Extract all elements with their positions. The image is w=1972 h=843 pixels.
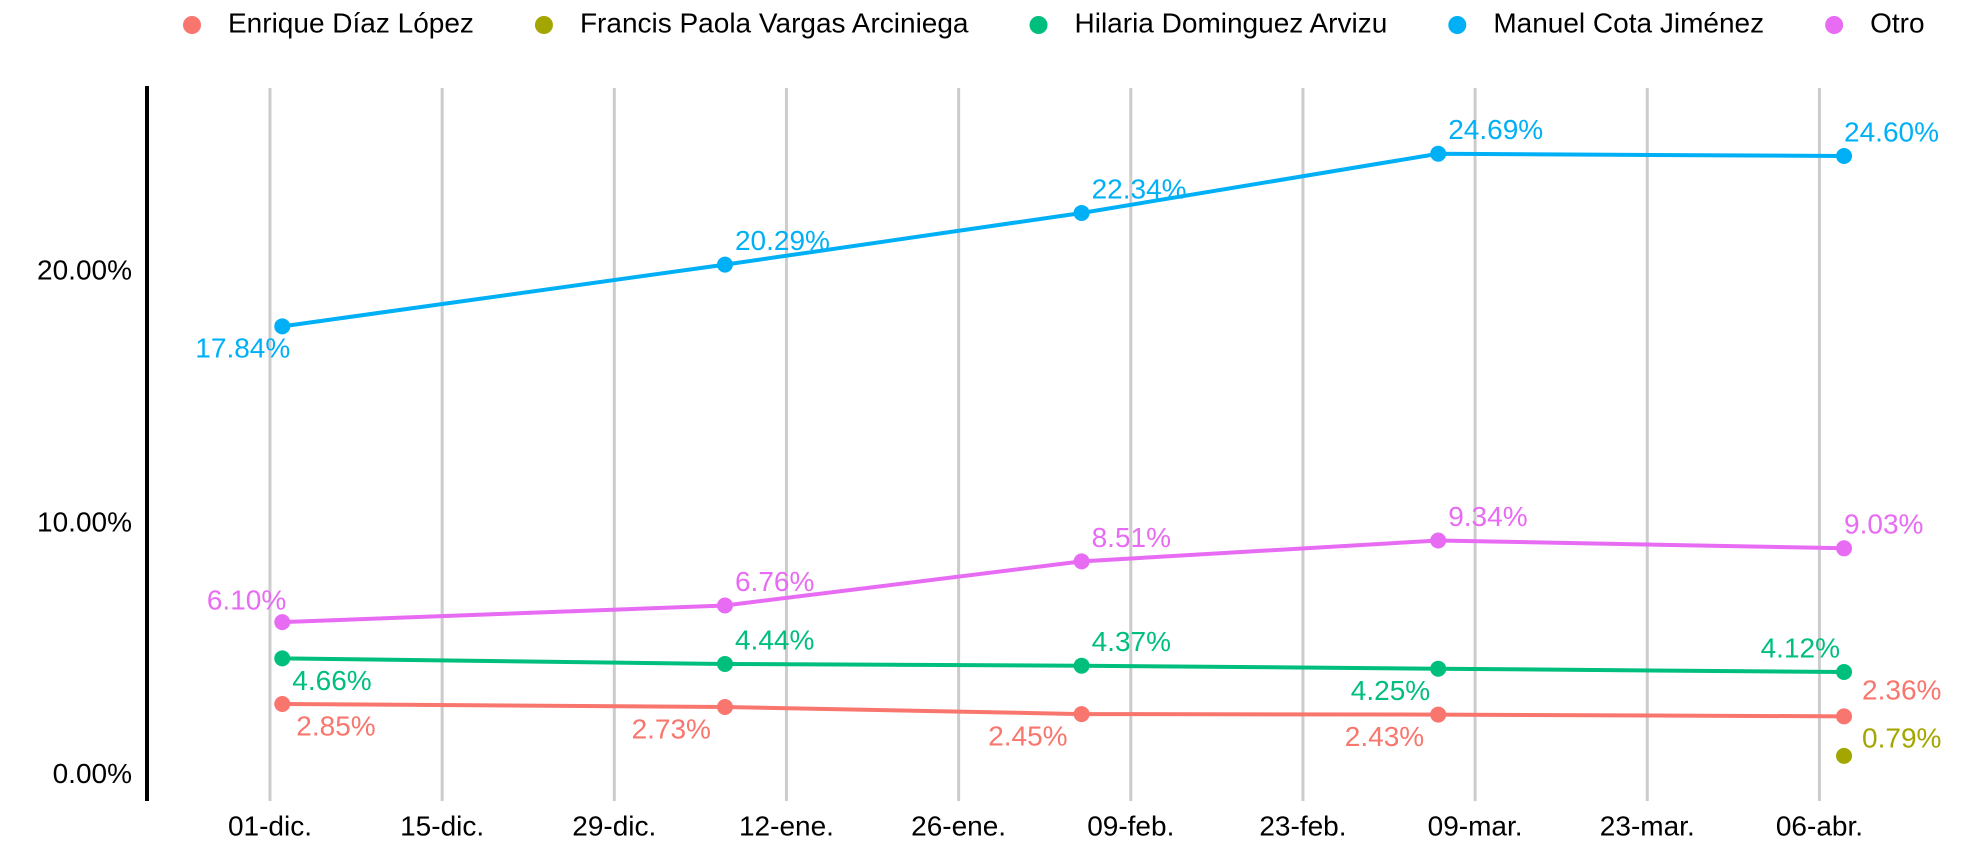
x-tick-label: 29-dic. bbox=[572, 810, 656, 841]
data-label: 4.44% bbox=[735, 624, 814, 655]
y-tick-label: 20.00% bbox=[37, 254, 132, 285]
legend-marker bbox=[534, 16, 553, 34]
point bbox=[1836, 148, 1853, 165]
x-tick-label: 01-dic. bbox=[228, 810, 312, 841]
data-label: 2.36% bbox=[1862, 675, 1941, 706]
data-label: 4.66% bbox=[292, 665, 371, 696]
x-tick-label: 26-ene. bbox=[911, 810, 1006, 841]
point bbox=[716, 256, 733, 273]
data-label: 22.34% bbox=[1092, 173, 1187, 204]
point bbox=[274, 318, 291, 335]
data-label: 24.69% bbox=[1448, 114, 1543, 145]
point bbox=[1836, 664, 1853, 681]
point bbox=[1430, 145, 1447, 162]
point bbox=[1430, 660, 1447, 677]
data-label: 4.25% bbox=[1351, 675, 1430, 706]
series-line bbox=[282, 702, 1845, 719]
legend-label: Hilaria Dominguez Arvizu bbox=[1075, 7, 1388, 38]
point bbox=[1836, 708, 1853, 725]
point bbox=[274, 614, 291, 631]
point bbox=[1073, 657, 1090, 674]
point bbox=[274, 650, 291, 667]
data-label: 24.60% bbox=[1844, 116, 1939, 147]
data-label: 20.29% bbox=[735, 225, 830, 256]
data-label: 17.84% bbox=[195, 333, 290, 364]
data-label: 6.76% bbox=[735, 566, 814, 597]
point bbox=[1073, 204, 1090, 221]
data-label: 8.51% bbox=[1092, 522, 1171, 553]
point bbox=[716, 597, 733, 614]
data-label: 4.37% bbox=[1092, 626, 1171, 657]
point bbox=[1836, 747, 1853, 764]
point bbox=[1073, 706, 1090, 723]
series-line bbox=[282, 538, 1845, 625]
legend-marker bbox=[1448, 16, 1467, 34]
x-tick-label: 15-dic. bbox=[400, 810, 484, 841]
data-label: 2.43% bbox=[1345, 721, 1424, 752]
legend-label: Enrique Díaz López bbox=[228, 7, 474, 38]
x-tick-label: 09-feb. bbox=[1087, 810, 1174, 841]
x-tick-label: 12-ene. bbox=[739, 810, 834, 841]
series-line bbox=[282, 656, 1845, 675]
x-tick-label: 06-abr. bbox=[1776, 810, 1863, 841]
data-label: 6.10% bbox=[207, 585, 286, 616]
point bbox=[716, 699, 733, 716]
data-label: 2.73% bbox=[632, 713, 711, 744]
data-label: 4.12% bbox=[1761, 632, 1840, 663]
data-label: 9.34% bbox=[1448, 501, 1527, 532]
x-tick-label: 09-mar. bbox=[1428, 810, 1523, 841]
data-label: 2.85% bbox=[296, 710, 375, 741]
legend-label: Otro bbox=[1870, 7, 1924, 38]
point bbox=[1430, 532, 1447, 549]
legend-marker bbox=[1825, 16, 1844, 34]
point bbox=[716, 655, 733, 672]
point bbox=[1430, 706, 1447, 723]
grid bbox=[268, 88, 1821, 801]
legend-label: Manuel Cota Jiménez bbox=[1493, 7, 1764, 38]
legend-marker bbox=[183, 16, 201, 34]
point bbox=[274, 696, 291, 713]
x-tick-label: 23-mar. bbox=[1600, 810, 1695, 841]
y-tick-label: 0.00% bbox=[53, 758, 132, 789]
series-line bbox=[281, 151, 1845, 329]
data-label: 0.79% bbox=[1862, 722, 1941, 753]
y-tick-label: 10.00% bbox=[37, 506, 132, 537]
legend-marker bbox=[1029, 16, 1048, 34]
point bbox=[1073, 553, 1090, 570]
point bbox=[1836, 540, 1853, 557]
data-label: 9.03% bbox=[1844, 509, 1923, 540]
x-tick-label: 23-feb. bbox=[1259, 810, 1346, 841]
data-label: 2.45% bbox=[988, 720, 1067, 751]
legend-label: Francis Paola Vargas Arciniega bbox=[580, 7, 969, 38]
